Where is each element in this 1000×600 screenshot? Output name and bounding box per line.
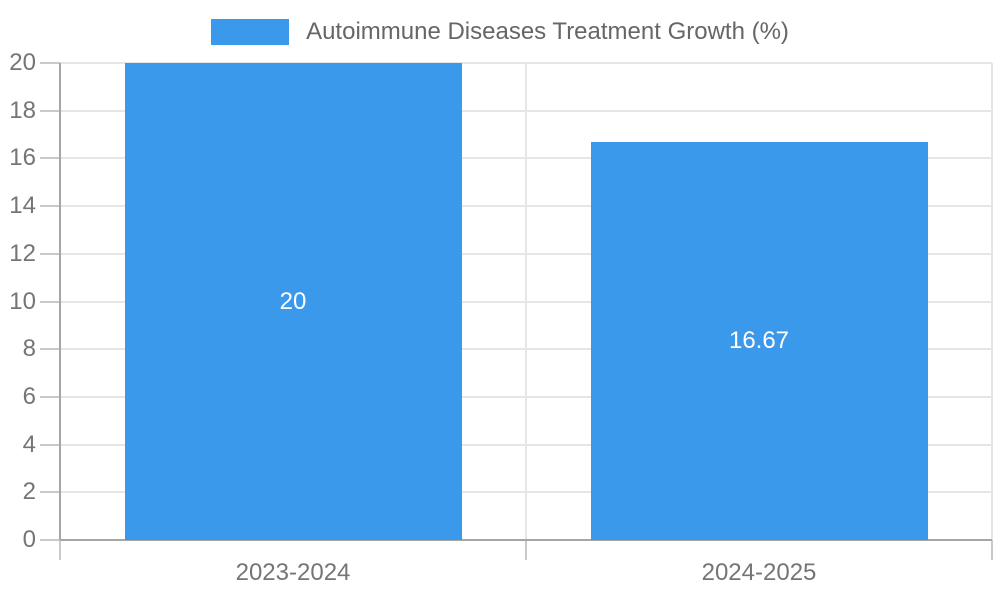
y-axis-tick-label: 16 [9,144,36,172]
y-axis-tick-label: 18 [9,96,36,124]
x-axis-line [60,539,992,541]
y-axis-tick [40,109,60,112]
legend-label: Autoimmune Diseases Treatment Growth (%) [306,18,789,45]
y-axis-tick [40,348,60,351]
x-axis-tick [991,540,993,560]
legend[interactable]: Autoimmune Diseases Treatment Growth (%) [0,14,1000,50]
y-axis-tick [40,157,60,160]
x-axis-tick [59,540,61,560]
bar[interactable] [590,142,928,540]
y-axis-tick [40,443,60,446]
y-axis-tick [40,491,60,494]
x-axis-tick [525,540,527,560]
y-axis-tick-label: 14 [9,192,36,220]
y-axis-tick [40,205,60,208]
x-gridline [991,63,993,540]
y-axis-tick-label: 10 [9,287,36,315]
y-axis-tick-label: 8 [22,335,36,363]
y-axis-line [59,63,61,540]
y-axis-tick-label: 12 [9,239,36,267]
y-axis-tick [40,300,60,303]
bar[interactable] [124,63,462,540]
bar-value-label: 16.67 [728,327,790,355]
bar-value-label: 20 [279,287,307,315]
x-axis-category-label: 2023-2024 [235,559,351,586]
x-axis-category-label: 2024-2025 [701,559,817,586]
y-axis-tick [40,395,60,398]
y-axis-tick-label: 4 [22,430,36,458]
legend-swatch [211,19,290,45]
y-axis-tick [40,539,60,541]
y-axis-tick-label: 2 [22,478,36,506]
y-axis-tick [40,252,60,255]
y-axis-tick-label: 20 [9,49,36,76]
y-axis-tick-label: 6 [22,382,36,410]
y-axis-tick [40,62,60,64]
x-gridline [525,63,527,540]
y-axis-tick-label: 0 [22,526,36,553]
